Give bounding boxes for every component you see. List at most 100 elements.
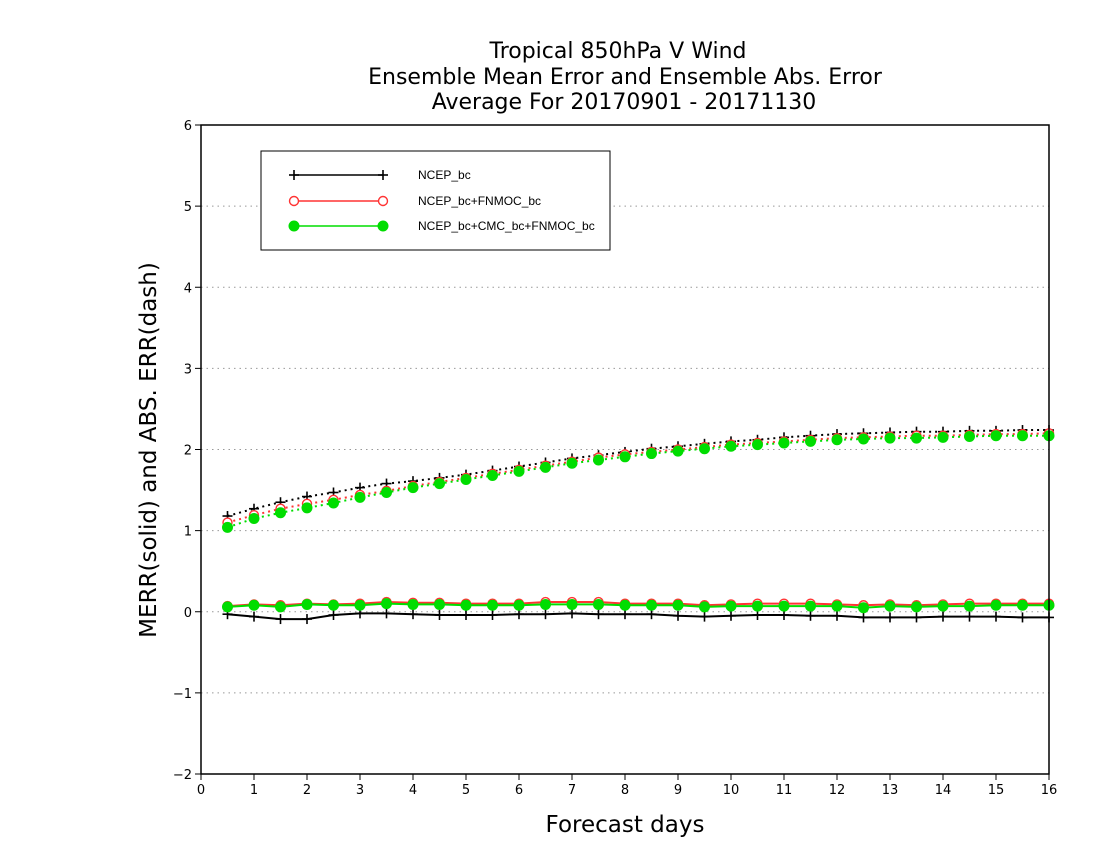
abs-err-point	[513, 465, 525, 477]
abs-err-point	[540, 461, 551, 473]
y-tick-label: −1	[173, 687, 192, 702]
merr-point	[699, 611, 710, 622]
merr-point	[249, 611, 259, 622]
merr-point	[593, 609, 604, 620]
x-tick-label: 2	[303, 783, 311, 798]
legend-label: NCEP_bc+FNMOC_bc	[418, 194, 541, 208]
abs-err-point	[672, 445, 684, 457]
merr-point	[566, 598, 578, 610]
merr-point	[991, 611, 1001, 622]
merr-point	[938, 611, 948, 622]
x-tick-label: 16	[1041, 783, 1058, 798]
merr-point	[805, 610, 816, 621]
legend-marker	[289, 170, 299, 180]
abs-err-point	[460, 474, 472, 486]
merr-point	[540, 598, 551, 610]
legend: NCEP_bc NCEP_bc+FNMOC_bc NCEP_bc+CMC_bc+FN…	[260, 150, 611, 251]
legend-entry: NCEP_bc	[289, 168, 471, 182]
abs-err-point	[222, 521, 233, 533]
merr-point	[408, 609, 418, 620]
merr-point	[831, 600, 843, 612]
merr-point	[434, 609, 445, 620]
merr-point	[513, 599, 525, 611]
merr-line	[227, 612, 1049, 621]
x-tick-label: 15	[988, 783, 1005, 798]
merr-point	[911, 612, 922, 623]
x-tick-label: 0	[197, 783, 205, 798]
merr-point	[673, 610, 683, 621]
abs-err-point	[354, 491, 366, 503]
merr-point	[646, 599, 657, 611]
legend-label: NCEP_bc	[418, 168, 471, 182]
abs-err-point	[858, 433, 869, 445]
merr-point	[487, 599, 498, 611]
y-tick-label: 2	[184, 444, 192, 459]
abs-err-point	[593, 454, 604, 466]
title-line-1: Tropical 850hPa V Wind	[488, 39, 746, 64]
y-tick-label: 1	[184, 525, 192, 540]
merr-point	[567, 608, 577, 619]
x-axis-label: Forecast days	[546, 812, 705, 838]
abs-err-point	[381, 486, 392, 498]
merr-point	[885, 612, 895, 623]
merr-point	[460, 599, 472, 611]
merr-point	[434, 598, 445, 610]
legend-entry: NCEP_bc+CMC_bc+FNMOC_bc	[288, 219, 595, 233]
merr-point	[381, 598, 392, 610]
abs-err-point	[434, 478, 445, 490]
merr-point	[407, 598, 419, 610]
title-line-3: Average For 20170901 - 20171130	[432, 90, 817, 115]
merr-point	[540, 609, 551, 620]
abs-err-point	[301, 502, 313, 514]
merr-point	[593, 598, 604, 610]
merr-point	[779, 609, 789, 620]
merr-point	[911, 601, 922, 613]
legend-marker	[378, 170, 388, 180]
abs-err-point	[328, 497, 339, 509]
merr-point	[990, 599, 1002, 611]
merr-point	[620, 609, 630, 620]
merr-point	[354, 599, 366, 611]
merr-point	[302, 614, 312, 625]
merr-point	[1017, 612, 1028, 623]
merr-point	[937, 600, 949, 612]
y-tick-label: 4	[184, 281, 192, 296]
x-tick-label: 12	[829, 783, 846, 798]
x-tick-label: 1	[250, 783, 258, 798]
merr-point	[832, 610, 842, 621]
merr-point	[858, 602, 869, 614]
abs-err-point	[248, 512, 260, 524]
merr-point	[964, 611, 975, 622]
abs-err-line	[227, 429, 1049, 517]
data-series	[222, 425, 1055, 625]
abs-err-point	[619, 451, 631, 463]
merr-point	[1017, 599, 1028, 611]
merr-point	[752, 609, 763, 620]
merr-point	[725, 600, 737, 612]
legend-entry: NCEP_bc+FNMOC_bc	[288, 194, 541, 208]
abs-err-point	[566, 457, 578, 469]
merr-point	[778, 600, 790, 612]
x-tick-label: 9	[674, 783, 682, 798]
merr-point	[752, 600, 763, 612]
y-tick-label: 3	[184, 362, 192, 377]
merr-point	[884, 600, 896, 612]
merr-point	[248, 599, 260, 611]
abs-err-line	[227, 432, 1050, 524]
abs-err-point	[937, 431, 949, 443]
x-tick-label: 11	[776, 783, 793, 798]
merr-point	[858, 612, 869, 623]
chart-title: Tropical 850hPa V Wind Ensemble Mean Err…	[368, 39, 883, 115]
abs-err-point	[884, 432, 896, 444]
x-tick-label: 14	[935, 783, 952, 798]
merr-point	[672, 599, 684, 611]
x-tick-label: 7	[568, 783, 576, 798]
legend-marker	[288, 220, 300, 232]
merr-point	[461, 609, 471, 620]
merr-point	[381, 608, 392, 619]
merr-point	[222, 601, 233, 613]
legend-marker	[288, 195, 300, 207]
merr-point	[514, 609, 524, 620]
legend-label: NCEP_bc+CMC_bc+FNMOC_bc	[418, 219, 595, 233]
